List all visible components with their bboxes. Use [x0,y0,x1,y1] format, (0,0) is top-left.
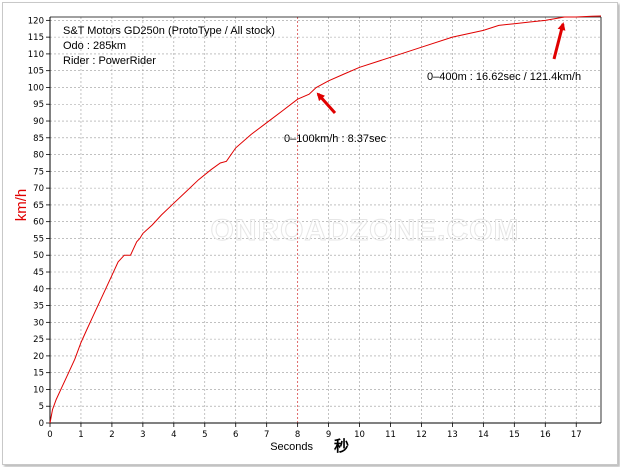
y-tick-label: 110 [28,50,44,60]
x-tick-label: 4 [171,430,176,440]
x-tick-label: 13 [447,430,458,440]
x-axis-label-cjk: 秒 [334,437,349,455]
y-tick-label: 90 [33,117,44,127]
y-tick-label: 5 [39,402,44,412]
y-tick-label: 30 [33,318,44,328]
y-tick-label: 55 [33,234,44,244]
y-tick-label: 95 [33,100,44,110]
annotation-400m: 0–400m : 16.62sec / 121.4km/h [427,22,581,83]
info-rider: Rider : PowerRider [63,55,156,67]
y-tick-label: 10 [33,385,44,395]
x-tick-label: 9 [326,430,331,440]
y-tick-label: 0 [39,419,44,429]
info-block: S&T Motors GD250n (ProtoType / All stock… [63,25,275,67]
x-tick-label: 11 [385,430,396,440]
y-tick-labels: 0 5 10 15 20 25 30 35 40 45 50 55 60 65 70 75 80 85 90 95 10… [28,16,44,429]
y-tick-label: 25 [33,335,44,345]
y-tick-label: 75 [33,167,44,177]
x-axis-label: Seconds [270,441,313,453]
y-tick-label: 85 [33,134,44,144]
y-axis-label: km/h [13,189,30,222]
y-tick-label: 105 [28,67,44,77]
x-tick-label: 5 [202,430,207,440]
y-tick-label: 70 [33,184,44,194]
y-tick-label: 80 [33,151,44,161]
info-title: S&T Motors GD250n (ProtoType / All stock… [63,25,275,37]
y-tick-label: 100 [28,83,44,93]
y-tick-label: 45 [33,268,44,278]
y-tick-label: 50 [33,251,44,261]
x-tick-label: 10 [354,430,365,440]
y-tick-label: 115 [28,33,44,43]
x-tick-label: 1 [78,430,83,440]
y-tick-label: 35 [33,302,44,312]
x-tick-label: 3 [140,430,145,440]
watermark: ONROADZONE.COM [211,214,520,247]
y-tick-label: 15 [33,369,44,379]
axes [46,16,602,427]
x-tick-label: 16 [540,430,551,440]
y-tick-label: 65 [33,201,44,211]
info-odo: Odo : 285km [63,40,126,52]
x-tick-label: 7 [264,430,269,440]
x-tick-label: 8 [295,430,300,440]
speed-series-line [49,15,602,424]
y-tick-label: 120 [28,16,44,26]
y-tick-label: 60 [33,218,44,228]
x-tick-label: 0 [47,430,52,440]
x-tick-label: 14 [478,430,489,440]
x-tick-label: 15 [509,430,520,440]
x-tick-label: 17 [571,430,582,440]
y-tick-label: 40 [33,285,44,295]
annotation-arrow-100kmh [316,92,337,115]
annotation-arrow-400m [552,22,566,60]
annotation-text-400m: 0–400m : 16.62sec / 121.4km/h [427,71,581,83]
x-tick-label: 2 [109,430,114,440]
annotation-text-100kmh: 0–100km/h : 8.37sec [284,133,387,145]
annotation-100kmh: 0–100km/h : 8.37sec [284,92,387,145]
x-tick-label: 12 [416,430,427,440]
x-tick-label: 6 [233,430,238,440]
y-tick-label: 20 [33,352,44,362]
x-tick-labels: 0 1 2 3 4 5 6 7 8 9 10 11 12 13 14 15 16 17 [47,430,581,440]
